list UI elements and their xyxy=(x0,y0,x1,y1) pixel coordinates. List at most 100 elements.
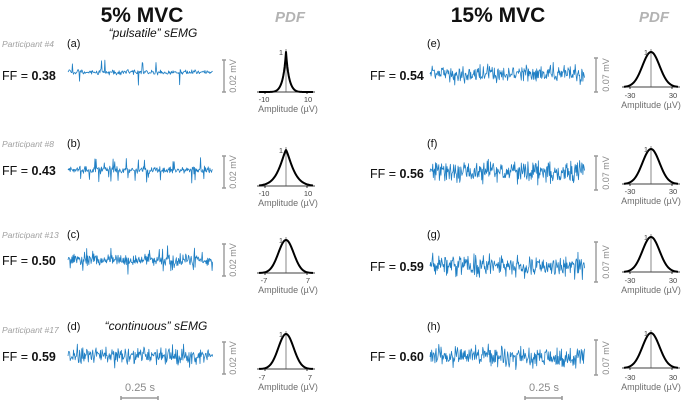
pdf-peak-label: 1 xyxy=(644,48,648,57)
pdf-curve xyxy=(258,333,314,370)
panel-label: (b) xyxy=(67,138,80,150)
pdf-heading-left: PDF xyxy=(275,9,306,26)
pdf-xtick-min: -10 xyxy=(259,189,270,198)
amplitude-scalebar-label: 0.02 mV xyxy=(228,243,238,277)
amplitude-scalebar-label: 0.07 mV xyxy=(601,245,611,279)
pdf-plot xyxy=(257,49,315,94)
annotation-pulsatile: “pulsatile” sEMG xyxy=(109,26,198,40)
title-15-mvc: 15% MVC xyxy=(451,4,546,27)
amplitude-scalebar-label: 0.02 mV xyxy=(228,341,238,375)
pdf-xtick-min: -30 xyxy=(625,187,636,196)
amplitude-scalebar xyxy=(594,339,598,376)
panel-d: Participant #17 (d) “continuous” sEMG FF… xyxy=(2,319,318,392)
emg-signal xyxy=(429,343,585,370)
panel-label: (h) xyxy=(427,321,440,333)
amplitude-scalebar-label: 0.02 mV xyxy=(228,155,238,189)
pdf-plot xyxy=(622,330,680,370)
amplitude-scalebar-label: 0.02 mV xyxy=(228,59,238,93)
pdf-xtick-max: 7 xyxy=(308,373,312,382)
panel-c: Participant #13 (c) FF = 0.50 0.02 mV 1 … xyxy=(2,229,318,295)
pdf-xtick-min: -30 xyxy=(625,276,636,285)
emg-signal xyxy=(67,245,214,275)
ff-value: FF = 0.50 xyxy=(2,254,56,268)
pdf-curve xyxy=(258,149,314,187)
amplitude-scalebar xyxy=(594,155,598,191)
amplitude-scalebar xyxy=(222,341,226,375)
pdf-peak-label: 1 xyxy=(644,233,648,242)
participant-label: Participant #13 xyxy=(2,230,59,240)
title-5-mvc: 5% MVC xyxy=(101,4,184,27)
ff-value: FF = 0.60 xyxy=(370,350,424,364)
participant-label: Participant #4 xyxy=(2,39,54,49)
pdf-peak-label: 1 xyxy=(279,236,283,245)
pdf-xlabel: Amplitude (µV) xyxy=(258,104,318,114)
pdf-xlabel: Amplitude (µV) xyxy=(621,196,681,206)
annotation-continuous: “continuous” sEMG xyxy=(105,319,208,333)
emg-signal xyxy=(67,157,213,184)
panel-label: (g) xyxy=(427,229,440,241)
pdf-peak-label: 1 xyxy=(279,48,283,57)
pdf-plot xyxy=(622,49,680,89)
amplitude-scalebar xyxy=(594,57,598,93)
amplitude-scalebar-label: 0.07 mV xyxy=(601,58,611,92)
pdf-xtick-max: 30 xyxy=(669,276,677,285)
panel-label: (a) xyxy=(67,38,80,50)
panel-e: (e) FF = 0.54 0.07 mV 1 -30 30 Amplitude… xyxy=(370,38,681,110)
time-scalebar-right-label: 0.25 s xyxy=(529,382,559,394)
pdf-heading-right: PDF xyxy=(639,9,670,26)
amplitude-scalebar xyxy=(222,155,226,189)
amplitude-scalebar-label: 0.07 mV xyxy=(601,156,611,190)
pdf-axis xyxy=(257,185,315,188)
panel-label: (d) xyxy=(67,321,80,333)
pdf-xtick-min: -30 xyxy=(625,373,636,382)
pdf-xtick-max: 10 xyxy=(304,189,312,198)
pdf-plot xyxy=(257,237,315,275)
pdf-xtick-max: 30 xyxy=(669,373,677,382)
pdf-plot xyxy=(257,331,315,371)
panel-label: (c) xyxy=(67,229,80,241)
panel-label: (e) xyxy=(427,38,440,50)
pdf-xtick-min: -7 xyxy=(261,276,268,285)
panel-label: (f) xyxy=(427,138,437,150)
pdf-xtick-min: -30 xyxy=(625,91,636,100)
emg-signal xyxy=(429,62,585,86)
ff-value: FF = 0.54 xyxy=(370,69,424,83)
participant-label: Participant #8 xyxy=(2,139,54,149)
pdf-axis xyxy=(257,272,315,275)
pdf-peak-label: 1 xyxy=(279,146,283,155)
pdf-plot xyxy=(257,147,315,188)
pdf-peak-label: 1 xyxy=(279,330,283,339)
pdf-peak-label: 1 xyxy=(644,329,648,338)
pdf-xtick-min: -7 xyxy=(259,373,266,382)
time-scalebar-right xyxy=(524,396,563,400)
ff-value: FF = 0.56 xyxy=(370,167,424,181)
panel-f: (f) FF = 0.56 0.07 mV 1 -30 30 Amplitude… xyxy=(370,138,681,206)
emg-signal xyxy=(67,59,213,86)
pdf-xtick-max: 30 xyxy=(669,187,677,196)
ff-value: FF = 0.59 xyxy=(370,260,424,274)
pdf-curve xyxy=(623,148,679,185)
pdf-curve xyxy=(258,239,314,274)
ff-value: FF = 0.38 xyxy=(2,69,56,83)
panel-h: (h) FF = 0.60 0.07 mV 1 -30 30 Amplitude… xyxy=(370,321,681,392)
pdf-axis xyxy=(622,271,680,274)
pdf-curve xyxy=(623,332,679,369)
panel-a: Participant #4 (a) “pulsatile” sEMG FF =… xyxy=(2,26,318,114)
pdf-xlabel: Amplitude (µV) xyxy=(258,382,318,392)
pdf-axis xyxy=(622,183,680,186)
amplitude-scalebar-label: 0.07 mV xyxy=(601,341,611,375)
pdf-axis xyxy=(622,86,680,89)
time-scalebar-left xyxy=(120,396,159,400)
pdf-plot xyxy=(622,234,680,274)
pdf-xlabel: Amplitude (µV) xyxy=(258,198,318,208)
participant-label: Participant #17 xyxy=(2,325,59,335)
pdf-curve xyxy=(623,51,679,88)
ff-value: FF = 0.43 xyxy=(2,164,56,178)
pdf-xlabel: Amplitude (µV) xyxy=(621,285,681,295)
pdf-xtick-max: 10 xyxy=(304,95,312,104)
pdf-xlabel: Amplitude (µV) xyxy=(621,382,681,392)
panel-b: Participant #8 (b) FF = 0.43 0.02 mV 1 -… xyxy=(2,138,318,208)
pdf-plot xyxy=(622,146,680,186)
amplitude-scalebar xyxy=(594,241,598,283)
